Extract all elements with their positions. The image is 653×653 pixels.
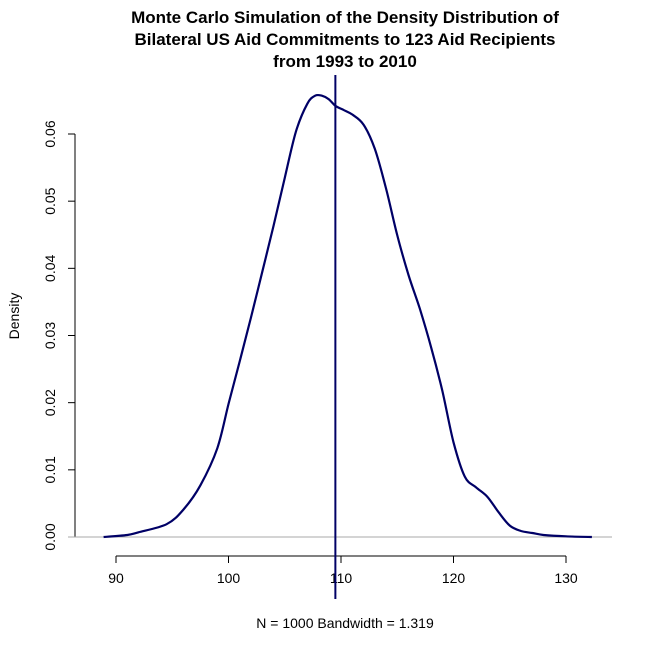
x-tick-label: 120 bbox=[442, 570, 466, 586]
y-axis-label: Density bbox=[6, 293, 22, 340]
y-tick-label: 0.06 bbox=[42, 120, 58, 147]
y-tick-label: 0.03 bbox=[42, 322, 58, 349]
y-tick-label: 0.05 bbox=[42, 187, 58, 214]
y-tick-label: 0.01 bbox=[42, 456, 58, 483]
y-tick-label: 0.02 bbox=[42, 389, 58, 416]
chart-title: Monte Carlo Simulation of the Density Di… bbox=[131, 8, 559, 71]
y-tick-label: 0.00 bbox=[42, 523, 58, 550]
x-tick-label: 110 bbox=[330, 570, 353, 586]
chart-title-line-2: Bilateral US Aid Commitments to 123 Aid … bbox=[135, 30, 556, 49]
y-axis: 0.00 0.01 0.02 0.03 0.04 0.05 0.06 bbox=[42, 120, 76, 551]
y-tick-label: 0.04 bbox=[42, 254, 58, 281]
density-series-line bbox=[103, 93, 592, 539]
chart-title-line-1: Monte Carlo Simulation of the Density Di… bbox=[131, 8, 559, 27]
x-axis-label: N = 1000 Bandwidth = 1.319 bbox=[256, 615, 434, 631]
x-tick-label: 100 bbox=[217, 570, 241, 586]
x-tick-label: 130 bbox=[554, 570, 578, 586]
chart-title-line-3: from 1993 to 2010 bbox=[273, 52, 417, 71]
x-axis: 90 100 110 120 130 bbox=[108, 555, 578, 586]
x-tick-label: 90 bbox=[108, 570, 124, 586]
